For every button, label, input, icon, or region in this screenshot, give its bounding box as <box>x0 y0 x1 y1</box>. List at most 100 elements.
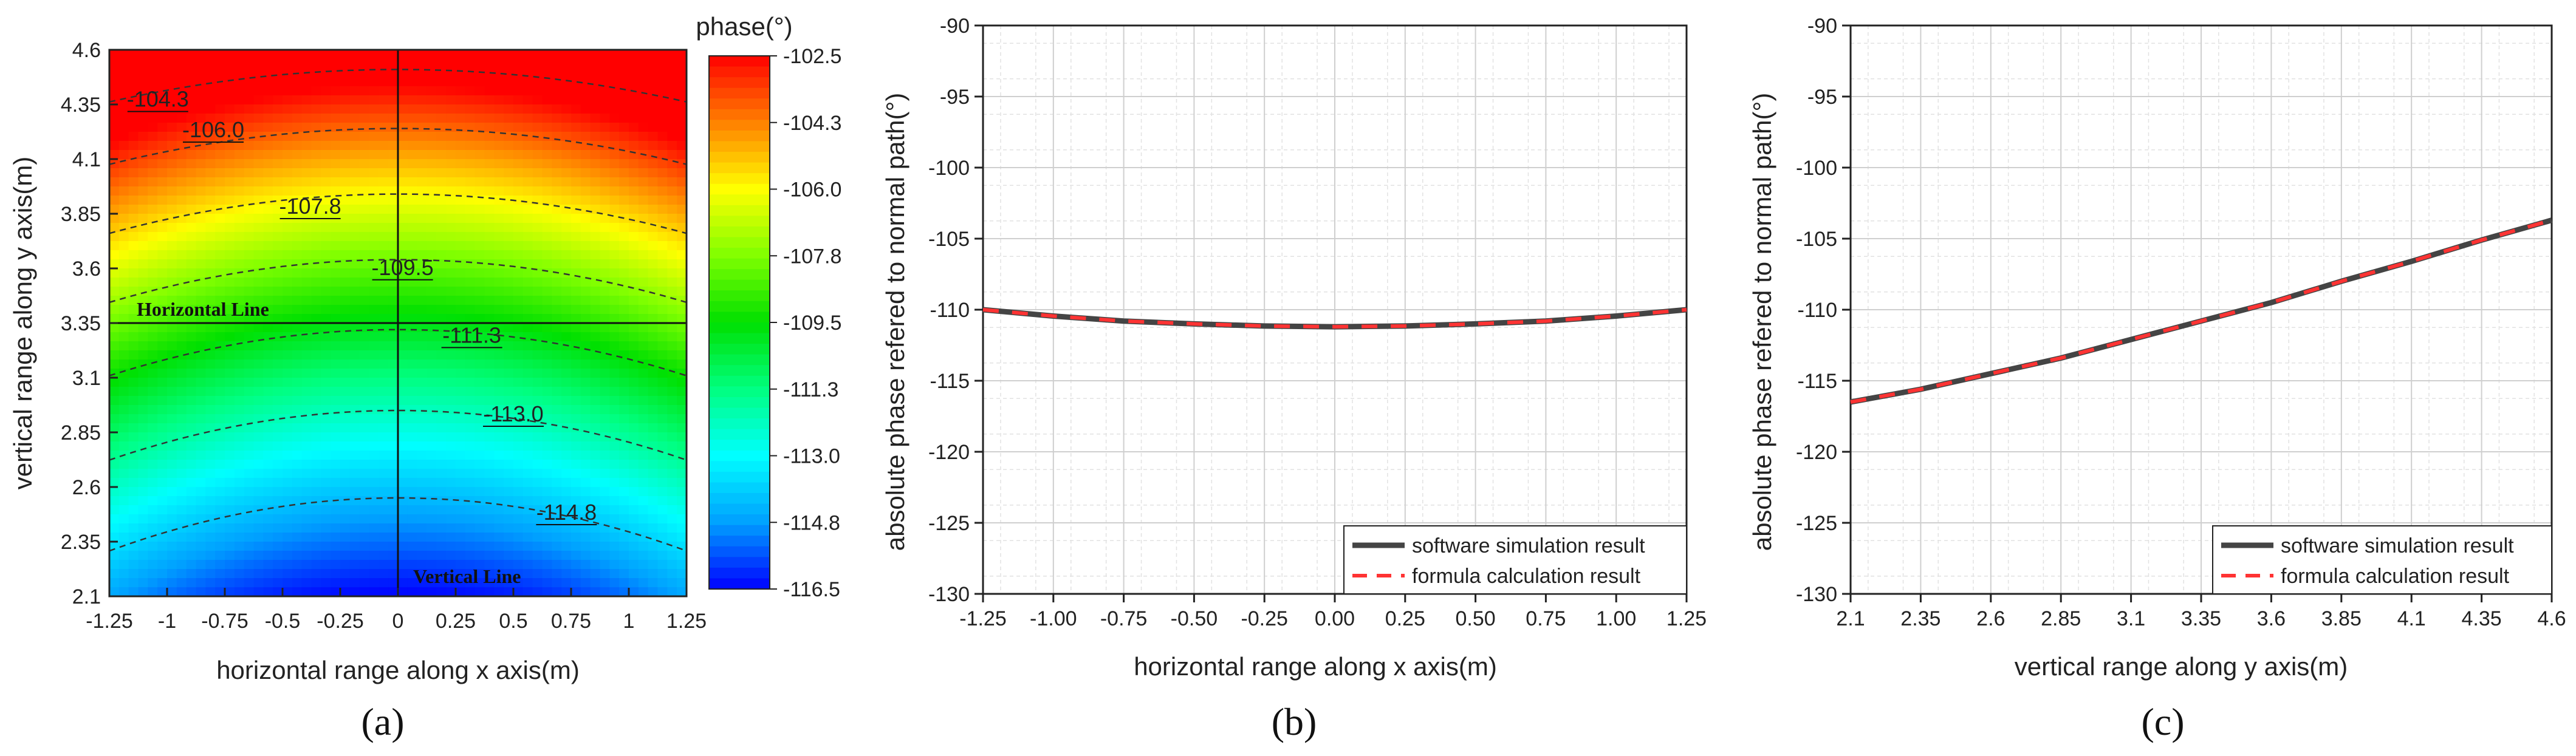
heatmap-cell <box>244 114 255 123</box>
heatmap-cell <box>369 423 380 433</box>
heatmap-cell <box>301 223 312 233</box>
heatmap-cell <box>504 186 514 196</box>
heatmap-cell <box>167 305 177 315</box>
heatmap-cell <box>128 569 139 579</box>
heatmap-cell <box>629 350 639 360</box>
heatmap-cell <box>474 205 485 214</box>
heatmap-cell <box>590 186 601 196</box>
heatmap-cell <box>484 241 495 251</box>
heatmap-cell <box>118 141 129 151</box>
heatmap-cell <box>513 159 524 169</box>
heatmap-cell <box>484 278 495 287</box>
heatmap-cell <box>484 232 495 242</box>
heatmap-cell <box>590 441 601 451</box>
heatmap-cell <box>494 496 504 506</box>
heatmap-cell <box>331 278 341 287</box>
heatmap-cell <box>426 159 437 169</box>
heatmap-cell <box>128 250 139 260</box>
heatmap-cell <box>446 123 456 132</box>
heatmap-cell <box>148 533 158 542</box>
heatmap-cell <box>580 278 591 287</box>
heatmap-cell <box>301 523 312 533</box>
heatmap-cell <box>321 59 331 69</box>
heatmap-cell <box>677 514 687 524</box>
heatmap-cell <box>542 114 553 123</box>
heatmap-cell <box>349 223 360 233</box>
heatmap-cell <box>388 296 399 305</box>
heatmap-cell <box>388 551 399 560</box>
heatmap-cell <box>138 232 149 242</box>
heatmap-cell <box>148 278 158 287</box>
heatmap-cell <box>648 141 659 151</box>
heatmap-cell <box>417 123 428 132</box>
heatmap-cell <box>263 250 273 260</box>
heatmap-cell <box>522 232 533 242</box>
heatmap-cell <box>513 323 524 333</box>
heatmap-cell <box>590 359 601 369</box>
heatmap-cell <box>571 505 581 515</box>
heatmap-cell <box>513 451 524 460</box>
heatmap-cell <box>292 205 303 214</box>
heatmap-cell <box>571 514 581 524</box>
heatmap-cell <box>176 250 187 260</box>
heatmap-cell <box>234 469 245 478</box>
heatmap-cell <box>283 59 293 69</box>
x-tick-label: 3.1 <box>2117 607 2145 630</box>
heatmap-cell <box>494 505 504 515</box>
heatmap-cell <box>148 587 158 596</box>
heatmap-cell <box>600 496 611 506</box>
heatmap-cell <box>148 241 158 251</box>
heatmap-cell <box>301 114 312 123</box>
heatmap-cell <box>148 223 158 233</box>
heatmap-cell <box>379 469 389 478</box>
heatmap-cell <box>648 268 659 278</box>
heatmap-cell <box>580 314 591 324</box>
heatmap-cell <box>186 196 197 205</box>
heatmap-cell <box>196 68 207 78</box>
heatmap-cell <box>571 287 581 296</box>
heatmap-cell <box>657 259 668 269</box>
heatmap-cell <box>619 159 629 169</box>
heatmap-cell <box>446 423 456 433</box>
heatmap-cell <box>340 50 351 60</box>
heatmap-cell <box>398 560 408 570</box>
heatmap-cell <box>436 177 447 187</box>
heatmap-cell <box>571 341 581 351</box>
heatmap-cell <box>349 268 360 278</box>
heatmap-cell <box>638 505 649 515</box>
heatmap-cell <box>407 123 418 132</box>
colorbar-tick-label: -111.3 <box>783 378 838 401</box>
heatmap-cell <box>283 287 293 296</box>
heatmap-cell <box>474 487 485 497</box>
colorbar-band <box>709 226 770 238</box>
heatmap-cell <box>571 177 581 187</box>
heatmap-cell <box>148 287 158 296</box>
heatmap-cell <box>522 569 533 579</box>
heatmap-cell <box>292 451 303 460</box>
heatmap-cell <box>407 323 418 333</box>
heatmap-cell <box>311 432 322 442</box>
heatmap-cell <box>301 369 312 378</box>
heatmap-cell <box>301 560 312 570</box>
colorbar-band <box>709 333 770 344</box>
heatmap-cell <box>138 196 149 205</box>
heatmap-cell <box>436 332 447 342</box>
heatmap-cell <box>619 441 629 451</box>
heatmap-cell <box>580 268 591 278</box>
heatmap-cell <box>474 341 485 351</box>
heatmap-cell <box>619 332 629 342</box>
heatmap-cell <box>609 369 620 378</box>
heatmap-cell <box>456 560 466 570</box>
heatmap-cell <box>456 432 466 442</box>
heatmap-cell <box>234 460 245 469</box>
heatmap-cell <box>629 186 639 196</box>
heatmap-cell <box>513 59 524 69</box>
heatmap-cell <box>446 451 456 460</box>
heatmap-cell <box>167 523 177 533</box>
heatmap-cell <box>532 496 543 506</box>
heatmap-cell <box>349 542 360 551</box>
heatmap-cell <box>196 496 207 506</box>
heatmap-cell <box>340 232 351 242</box>
heatmap-cell <box>273 59 283 69</box>
heatmap-cell <box>398 114 408 123</box>
